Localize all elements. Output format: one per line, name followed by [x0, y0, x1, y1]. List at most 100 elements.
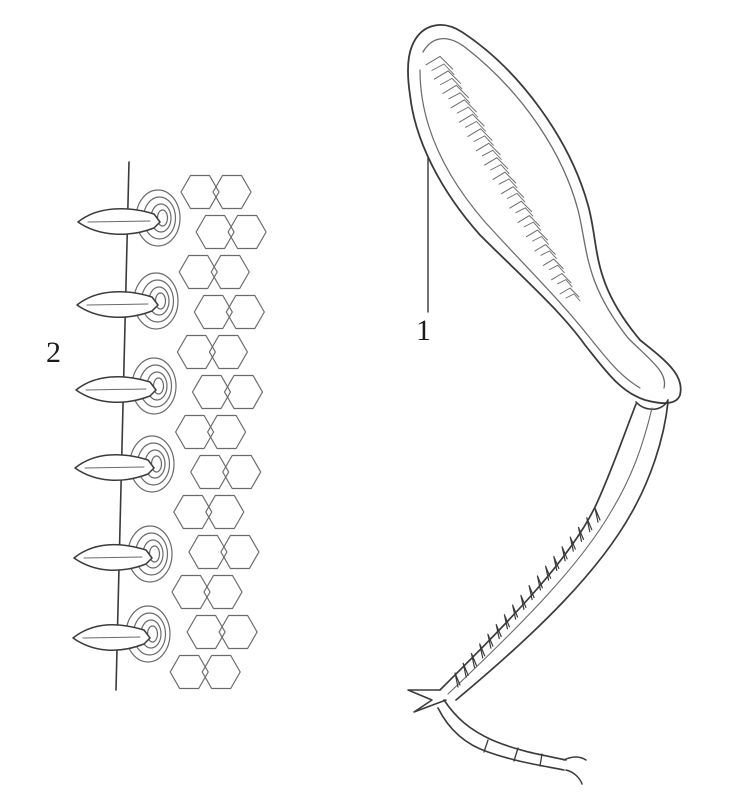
tibia-inner-line	[447, 407, 653, 695]
tibial-spine	[479, 643, 486, 659]
tibial-spine	[454, 672, 461, 688]
hind-leg	[407, 24, 682, 785]
herringbone-chevron	[548, 264, 565, 274]
femur-lower-contour	[419, 69, 641, 389]
figure-label-leg: 1	[416, 314, 431, 347]
herringbone-chevron	[442, 84, 469, 98]
edge-line	[115, 161, 130, 691]
herringbone-chevron	[431, 63, 455, 76]
herringbone-chevron	[439, 77, 463, 90]
spine-midrib	[85, 388, 147, 391]
hexagon-cell	[186, 614, 226, 650]
tibia-outline	[439, 403, 637, 691]
hexagon-cell	[205, 494, 245, 530]
herringbone-chevron	[448, 92, 471, 104]
hexagon-cell	[210, 254, 250, 290]
herringbone-chevron	[481, 149, 502, 160]
tibial-spine	[536, 575, 543, 591]
herringbone-chevron	[517, 215, 540, 227]
herringbone-chevron	[540, 250, 557, 260]
herringbone-chevron	[459, 113, 485, 127]
spine-midrib	[84, 466, 145, 469]
herringbone-chevron	[475, 142, 501, 155]
herringbone-chevron	[456, 106, 479, 118]
knee-joint	[635, 399, 669, 411]
tarsus-outline-lower	[437, 707, 565, 771]
tarsal-joint-3	[539, 753, 543, 767]
hexagon-cell	[190, 454, 230, 490]
spine-midrib	[83, 556, 143, 559]
femur-herringbone-pattern	[425, 55, 581, 302]
herringbone-chevron	[465, 121, 486, 132]
figure-label-spines: 2	[46, 336, 61, 369]
tibial-spines	[454, 507, 601, 688]
tibial-spine	[545, 565, 552, 581]
herringbone-chevron	[467, 128, 493, 141]
tibial-spine	[487, 633, 494, 649]
tibia-outline-lower	[455, 401, 669, 701]
spine-midrib	[87, 220, 151, 223]
herringbone-chevron	[534, 244, 556, 255]
tibial-spine	[561, 546, 568, 562]
hexagon-cell	[173, 494, 213, 530]
herringbone-chevron	[551, 273, 572, 284]
spine-midrib	[82, 636, 141, 639]
herringbone-chevron	[523, 221, 542, 231]
herringbone-chevron	[542, 258, 564, 269]
herringbone-chevron	[509, 200, 533, 212]
herringbone-chevron	[515, 207, 534, 217]
femur-outline	[407, 24, 682, 405]
hexagon-cell	[193, 294, 233, 330]
spine-series	[72, 189, 181, 663]
hexagon-cell	[178, 254, 218, 290]
herringbone-chevron	[473, 135, 494, 146]
tibial-spine	[528, 585, 535, 601]
hexagon-mesh	[169, 174, 267, 690]
tibial-spur	[407, 689, 447, 713]
hexagon-cell	[203, 574, 243, 610]
herringbone-chevron	[492, 171, 517, 184]
hexagon-cell	[191, 374, 232, 410]
hexagon-cell	[175, 414, 215, 450]
herringbone-chevron	[498, 178, 518, 189]
hexagon-cell	[207, 414, 247, 450]
hexagon-cell	[180, 174, 220, 210]
herringbone-chevron	[506, 192, 526, 203]
tibial-spine	[512, 604, 519, 620]
tibial-spine	[495, 623, 502, 640]
hexagon-cell	[176, 334, 216, 370]
tibial-spine	[462, 662, 469, 678]
tibial-spine	[594, 507, 601, 523]
tibial-spine	[553, 555, 560, 572]
spine-midrib	[86, 303, 149, 306]
herringbone-chevron	[425, 55, 454, 70]
femur-inner-contour	[422, 38, 666, 389]
spine-row-detail	[72, 161, 267, 691]
hexagon-cell	[222, 454, 262, 490]
herringbone-chevron	[484, 157, 509, 170]
hexagon-cell	[169, 654, 209, 690]
tibial-spine	[569, 536, 576, 552]
tarsal-joint-1	[483, 739, 489, 753]
herringbone-chevron	[565, 293, 581, 302]
tarsus-outline	[443, 699, 567, 761]
herringbone-chevron	[500, 186, 525, 198]
herringbone-chevron	[559, 287, 580, 298]
hexagon-cell	[188, 534, 228, 570]
tibial-spine	[586, 517, 593, 533]
herringbone-chevron	[490, 164, 510, 175]
hexagon-cell	[225, 294, 265, 330]
herringbone-chevron	[450, 99, 477, 113]
hexagon-cell	[223, 374, 264, 410]
herringbone-chevron	[557, 279, 573, 288]
hexagon-cell	[220, 534, 260, 570]
tarsal-joint-2	[513, 747, 519, 762]
hexagon-cell	[227, 214, 267, 250]
tibial-spine	[503, 614, 510, 630]
herringbone-chevron	[526, 229, 548, 241]
tibial-spine	[577, 526, 585, 542]
tibial-spine	[470, 653, 478, 669]
hexagon-cell	[218, 614, 258, 650]
